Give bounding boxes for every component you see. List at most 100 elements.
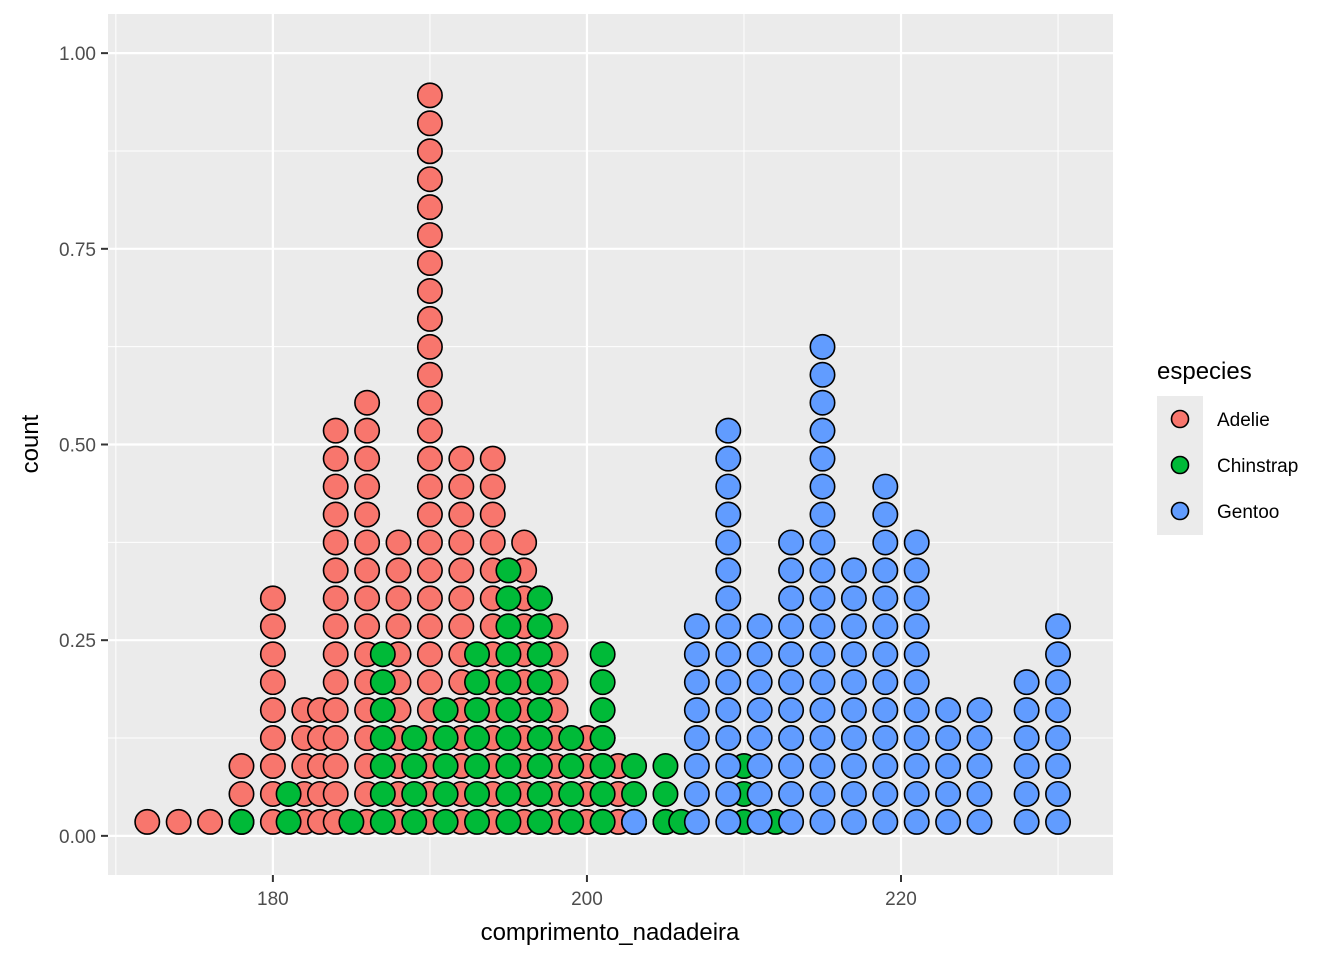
dot-adelie xyxy=(416,585,443,612)
dot-gentoo xyxy=(872,669,899,696)
dot-adelie xyxy=(416,613,443,640)
dot-gentoo xyxy=(809,697,836,724)
dot-chinstrap xyxy=(589,669,616,696)
dot-gentoo xyxy=(809,417,836,444)
dot-gentoo xyxy=(715,613,742,640)
dot-chinstrap xyxy=(495,780,522,807)
dot-chinstrap xyxy=(621,780,648,807)
dot-adelie xyxy=(259,697,286,724)
dot-chinstrap xyxy=(621,753,648,780)
x-tick-label: 180 xyxy=(257,889,289,910)
dot-chinstrap xyxy=(652,780,679,807)
dot-adelie xyxy=(416,138,443,165)
dot-chinstrap xyxy=(369,808,396,835)
dot-gentoo xyxy=(778,641,805,668)
dot-gentoo xyxy=(966,780,993,807)
dot-gentoo xyxy=(778,697,805,724)
dot-gentoo xyxy=(903,529,930,556)
dot-chinstrap xyxy=(495,557,522,584)
series-gentoo xyxy=(621,333,1072,835)
dot-adelie xyxy=(322,445,349,472)
dot-chinstrap xyxy=(526,725,553,752)
dot-adelie xyxy=(354,445,381,472)
dot-adelie xyxy=(385,613,412,640)
dot-chinstrap xyxy=(401,808,428,835)
dot-gentoo xyxy=(715,725,742,752)
dot-gentoo xyxy=(621,808,648,835)
dot-chinstrap xyxy=(495,585,522,612)
dot-chinstrap xyxy=(589,808,616,835)
dot-adelie xyxy=(354,529,381,556)
dot-chinstrap xyxy=(589,780,616,807)
y-tick-label: 0.75 xyxy=(59,240,96,261)
dot-chinstrap xyxy=(464,697,491,724)
dot-adelie xyxy=(385,557,412,584)
dot-gentoo xyxy=(840,808,867,835)
dot-gentoo xyxy=(966,725,993,752)
x-tick-label: 220 xyxy=(885,889,917,910)
dot-gentoo xyxy=(1045,613,1072,640)
dot-adelie xyxy=(511,529,538,556)
dot-gentoo xyxy=(809,808,836,835)
dot-chinstrap xyxy=(464,808,491,835)
dot-adelie xyxy=(448,585,475,612)
dot-gentoo xyxy=(935,780,962,807)
dot-chinstrap xyxy=(495,697,522,724)
x-axis: 180 200 220 xyxy=(257,875,917,910)
dot-gentoo xyxy=(746,808,773,835)
dot-adelie xyxy=(134,808,161,835)
dot-gentoo xyxy=(778,613,805,640)
dot-adelie xyxy=(416,641,443,668)
dot-adelie xyxy=(197,808,224,835)
legend-title: especies xyxy=(1157,358,1252,385)
x-axis-title: comprimento_nadadeira xyxy=(481,919,740,946)
legend-key-adelie xyxy=(1170,409,1190,429)
y-axis: 0.00 0.25 0.50 0.75 1.00 xyxy=(59,44,108,848)
legend-key-chinstrap xyxy=(1170,455,1190,475)
dot-chinstrap xyxy=(432,808,459,835)
dot-chinstrap xyxy=(464,780,491,807)
dot-gentoo xyxy=(903,585,930,612)
dot-adelie xyxy=(322,669,349,696)
dot-gentoo xyxy=(1045,780,1072,807)
dot-gentoo xyxy=(715,501,742,528)
dot-adelie xyxy=(416,166,443,193)
dot-adelie xyxy=(479,473,506,500)
dot-chinstrap xyxy=(432,725,459,752)
dot-gentoo xyxy=(715,585,742,612)
dot-gentoo xyxy=(966,697,993,724)
dot-adelie xyxy=(354,557,381,584)
dot-chinstrap xyxy=(401,753,428,780)
dot-gentoo xyxy=(683,808,710,835)
dot-adelie xyxy=(448,613,475,640)
dot-gentoo xyxy=(809,780,836,807)
dot-chinstrap xyxy=(369,725,396,752)
dot-gentoo xyxy=(840,641,867,668)
y-axis-title: count xyxy=(17,414,44,473)
dot-gentoo xyxy=(809,725,836,752)
dot-chinstrap xyxy=(464,753,491,780)
dot-gentoo xyxy=(935,697,962,724)
dot-chinstrap xyxy=(495,808,522,835)
dot-chinstrap xyxy=(338,808,365,835)
dot-adelie xyxy=(259,753,286,780)
dot-chinstrap xyxy=(401,725,428,752)
dot-gentoo xyxy=(715,641,742,668)
dot-gentoo xyxy=(809,361,836,388)
dot-gentoo xyxy=(872,725,899,752)
dot-adelie xyxy=(259,613,286,640)
dot-adelie xyxy=(354,417,381,444)
dot-gentoo xyxy=(872,613,899,640)
dot-gentoo xyxy=(840,780,867,807)
dot-gentoo xyxy=(966,808,993,835)
dot-gentoo xyxy=(809,445,836,472)
dot-gentoo xyxy=(809,585,836,612)
legend-label-gentoo: Gentoo xyxy=(1217,502,1279,523)
dot-gentoo xyxy=(1045,808,1072,835)
dot-adelie xyxy=(448,445,475,472)
dot-adelie xyxy=(322,780,349,807)
dot-adelie xyxy=(322,501,349,528)
x-tick-label: 200 xyxy=(571,889,603,910)
dot-chinstrap xyxy=(526,669,553,696)
dot-adelie xyxy=(322,585,349,612)
